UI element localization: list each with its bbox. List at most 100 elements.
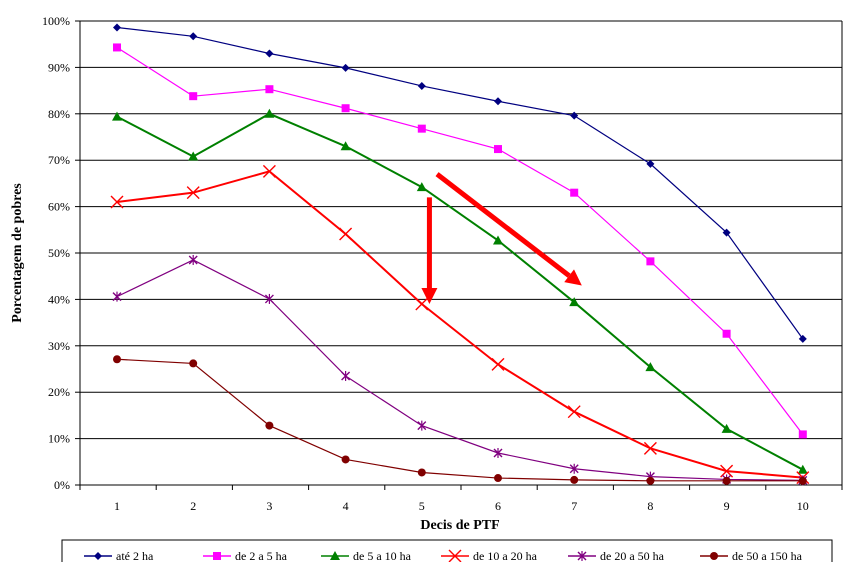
legend-label: de 2 a 5 ha bbox=[235, 549, 288, 562]
marker-stroke bbox=[186, 186, 200, 200]
arrow bbox=[435, 172, 582, 286]
legend-item: até 2 ha bbox=[84, 549, 154, 562]
legend-item: de 2 a 5 ha bbox=[203, 549, 288, 562]
series-6 bbox=[113, 355, 807, 485]
annotation-arrows bbox=[421, 172, 582, 305]
data-point bbox=[189, 32, 198, 41]
data-point bbox=[112, 291, 122, 302]
data-point bbox=[722, 228, 731, 237]
marker-stroke bbox=[491, 357, 505, 371]
y-tick-label: 90% bbox=[48, 60, 70, 74]
series-line bbox=[116, 170, 803, 479]
data-point bbox=[798, 476, 807, 485]
arrow bbox=[421, 197, 438, 305]
data-point bbox=[213, 552, 221, 560]
data-point bbox=[417, 468, 426, 477]
data-point bbox=[341, 455, 350, 464]
x-tick-label: 2 bbox=[190, 499, 196, 513]
data-point bbox=[720, 464, 734, 478]
data-point bbox=[722, 476, 731, 485]
legend-item: de 5 a 10 ha bbox=[321, 549, 412, 562]
data-point bbox=[569, 463, 579, 474]
series-line bbox=[116, 358, 803, 482]
arrow-head bbox=[421, 288, 438, 305]
legend-label: até 2 ha bbox=[116, 549, 154, 562]
data-point bbox=[264, 293, 274, 304]
data-point bbox=[646, 257, 655, 266]
data-point bbox=[417, 420, 427, 431]
data-point bbox=[416, 182, 427, 192]
data-point bbox=[189, 359, 198, 368]
data-point bbox=[110, 195, 124, 209]
y-tick-label: 70% bbox=[48, 153, 70, 167]
data-point bbox=[569, 297, 580, 307]
data-point bbox=[265, 421, 274, 430]
y-tick-label: 10% bbox=[48, 432, 70, 446]
data-point bbox=[448, 549, 462, 562]
data-point bbox=[645, 362, 656, 372]
data-point bbox=[339, 227, 353, 241]
arrow-head bbox=[564, 269, 582, 286]
series-line bbox=[116, 26, 804, 340]
marker-stroke bbox=[110, 195, 124, 209]
x-axis-label: Decis de PTF bbox=[420, 518, 499, 533]
y-axis-label: Porcentagem de pobres bbox=[10, 183, 25, 323]
x-tick-label: 8 bbox=[647, 499, 653, 513]
data-point bbox=[113, 355, 121, 364]
legend-label: de 5 a 10 ha bbox=[353, 549, 412, 562]
data-point bbox=[262, 164, 276, 178]
series-line bbox=[116, 46, 804, 435]
data-point bbox=[417, 81, 426, 90]
data-point bbox=[797, 464, 808, 474]
x-tick-label: 3 bbox=[266, 499, 272, 513]
data-point bbox=[189, 92, 198, 101]
data-point bbox=[417, 124, 426, 133]
data-point bbox=[341, 63, 350, 72]
x-tick-label: 4 bbox=[343, 499, 349, 513]
data-point bbox=[570, 111, 579, 120]
y-tick-label: 50% bbox=[48, 246, 70, 260]
legend-box bbox=[61, 539, 833, 562]
y-tick-label: 80% bbox=[48, 107, 70, 121]
legend-item: de 50 a 150 ha bbox=[700, 549, 803, 562]
data-point bbox=[493, 235, 503, 245]
data-point bbox=[646, 159, 655, 168]
data-point bbox=[570, 475, 579, 484]
data-point bbox=[722, 329, 731, 338]
data-point bbox=[264, 108, 275, 118]
data-point bbox=[798, 430, 807, 439]
y-tick-label: 60% bbox=[48, 200, 70, 214]
marker-stroke bbox=[415, 297, 429, 311]
series-2 bbox=[113, 43, 807, 439]
data-point bbox=[491, 357, 505, 371]
y-tick-label: 0% bbox=[54, 478, 70, 492]
series-4 bbox=[110, 164, 810, 485]
x-tick-label: 10 bbox=[797, 499, 809, 513]
series-line bbox=[116, 259, 803, 481]
arrow-shaft bbox=[435, 172, 571, 278]
data-point bbox=[494, 474, 502, 483]
y-tick-label: 30% bbox=[48, 339, 70, 353]
series-3 bbox=[112, 108, 808, 474]
series-5 bbox=[112, 254, 808, 486]
data-point bbox=[341, 104, 350, 113]
data-point bbox=[112, 111, 122, 121]
data-point bbox=[188, 151, 199, 161]
data-point bbox=[710, 552, 718, 560]
data-point bbox=[340, 141, 351, 151]
legend-label: de 10 a 20 ha bbox=[473, 549, 538, 562]
data-point bbox=[721, 423, 732, 433]
data-point bbox=[113, 23, 121, 32]
data-point bbox=[265, 49, 274, 58]
data-point bbox=[186, 186, 200, 200]
legend-label: de 20 a 50 ha bbox=[600, 549, 665, 562]
data-point bbox=[94, 552, 102, 560]
data-point bbox=[330, 551, 340, 560]
data-point bbox=[415, 297, 429, 311]
data-point bbox=[113, 43, 121, 52]
marker-stroke bbox=[339, 227, 353, 241]
legend: até 2 ha de 2 a 5 ha de 5 a 10 ha de 10 a 2… bbox=[61, 539, 833, 562]
series-group bbox=[110, 23, 810, 486]
data-point bbox=[570, 188, 579, 197]
